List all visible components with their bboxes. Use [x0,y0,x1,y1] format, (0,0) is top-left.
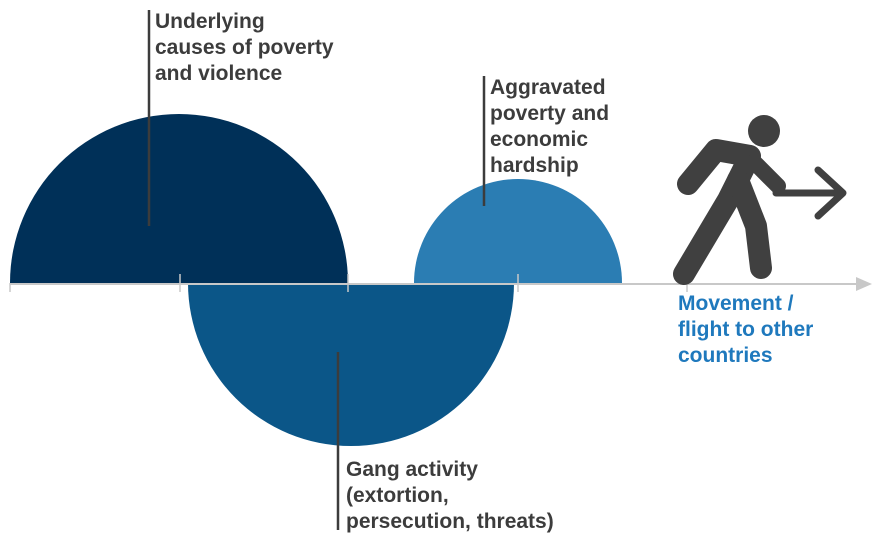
label-gang-activity: Gang activity (extortion, persecution, t… [346,458,554,533]
semicircle-underlying-causes [10,114,348,283]
semicircle-gang-activity [188,283,514,446]
running-person-icon [673,115,786,285]
label-aggravated-poverty: Aggravated poverty and economic hardship [490,76,610,177]
arrow-right-icon [772,166,847,220]
timeline-arrowhead [856,277,872,291]
label-movement-flight: Movement / flight to other countries [678,292,814,367]
semicircle-aggravated-poverty [414,179,622,283]
label-underlying-causes: Underlying causes of poverty and violenc… [155,10,334,85]
